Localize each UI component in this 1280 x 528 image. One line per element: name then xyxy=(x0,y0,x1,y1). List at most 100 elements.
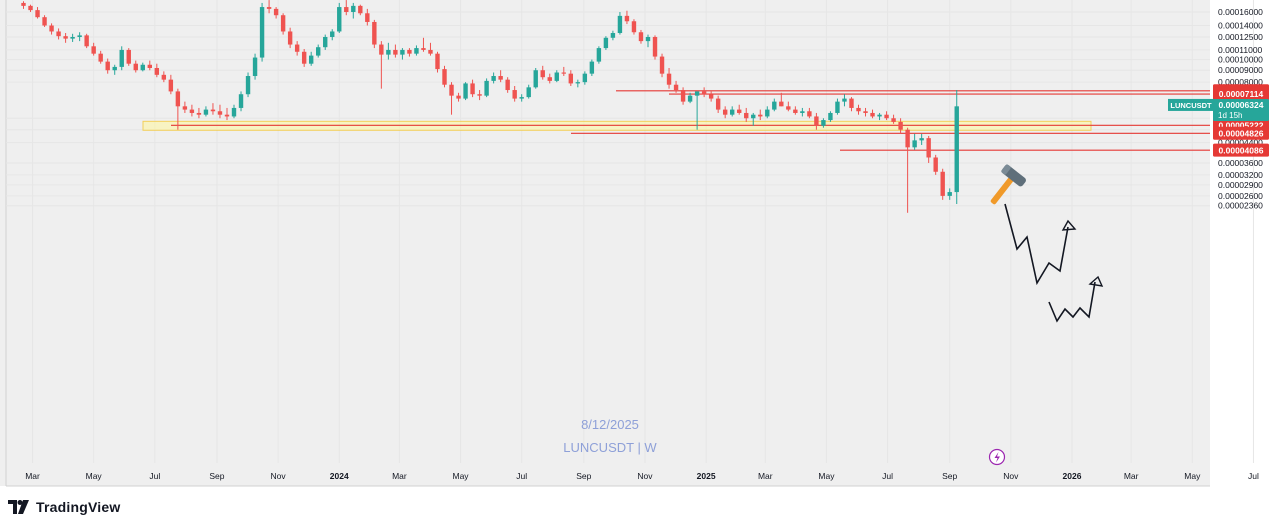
price-tick-label: 0.00009000 xyxy=(1218,65,1263,75)
price-tick-label: 0.00003200 xyxy=(1218,170,1263,180)
time-tick-label: May xyxy=(1184,471,1201,481)
candle-body xyxy=(126,49,131,64)
candle-body xyxy=(652,36,658,57)
candle-body xyxy=(154,68,160,75)
candle xyxy=(926,135,931,163)
candle-body xyxy=(575,82,581,84)
price-tick-label: 0.00016000 xyxy=(1218,7,1263,17)
candle xyxy=(512,86,517,102)
price-axis-background xyxy=(1210,0,1280,486)
candle xyxy=(821,118,826,128)
candle-body xyxy=(259,7,265,58)
tradingview-logo-icon xyxy=(8,500,29,514)
candle-body xyxy=(751,114,756,119)
candle-body xyxy=(323,36,328,48)
candle-body xyxy=(589,61,595,74)
time-tick-label: May xyxy=(453,471,470,481)
candle-body xyxy=(863,111,868,113)
candle xyxy=(42,15,47,27)
candle-body xyxy=(737,109,742,113)
candle xyxy=(273,7,279,19)
candle xyxy=(421,37,426,52)
candle xyxy=(238,91,244,112)
candle xyxy=(940,168,945,200)
candle xyxy=(28,4,33,12)
candle-body xyxy=(645,36,651,42)
time-tick-label: Sep xyxy=(942,471,957,481)
candle-body xyxy=(105,61,110,71)
candle-body xyxy=(540,70,545,78)
candle-body xyxy=(35,10,40,18)
candle xyxy=(659,53,665,78)
candle xyxy=(891,114,896,124)
time-tick-label: Mar xyxy=(758,471,773,481)
candle xyxy=(870,109,875,119)
horizontal-levels[interactable] xyxy=(171,90,1210,151)
candle-body xyxy=(933,157,938,172)
price-tick-label: 0.00010000 xyxy=(1218,55,1263,65)
candle xyxy=(365,8,370,26)
candle-body xyxy=(456,95,461,99)
level-label-box xyxy=(1213,126,1269,140)
candle xyxy=(772,98,777,112)
current-price-box xyxy=(1213,98,1269,121)
candle xyxy=(168,74,174,95)
candle xyxy=(729,106,735,117)
candle-body xyxy=(765,109,770,117)
time-tick-label: Jul xyxy=(516,471,527,481)
candle xyxy=(645,34,651,48)
level-label-text: 0.00004086 xyxy=(1219,145,1264,155)
time-tick-label: Sep xyxy=(576,471,591,481)
footer-brand[interactable]: TradingView xyxy=(8,496,120,518)
plot-background xyxy=(0,0,1210,486)
price-tick-label: 0.00011000 xyxy=(1218,45,1263,55)
candle-body xyxy=(793,109,798,113)
candle-body xyxy=(477,94,482,96)
grid-lines xyxy=(6,0,1254,463)
candle xyxy=(694,91,700,130)
candle xyxy=(70,33,75,42)
candle-body xyxy=(547,77,552,81)
candle-body xyxy=(344,7,349,12)
projection-zigzag-lower[interactable] xyxy=(1048,281,1096,323)
candle xyxy=(414,45,419,56)
candle-body xyxy=(947,192,952,196)
candle xyxy=(330,29,335,41)
time-tick-label: Jul xyxy=(149,471,160,481)
time-tick-label: Nov xyxy=(1003,471,1019,481)
candle-body xyxy=(842,98,847,102)
time-axis[interactable]: Mar May Jul Sep Nov 2024 Mar May Jul Sep Nov 2025 Ma… xyxy=(25,471,1259,481)
current-price-text: 0.00006324 xyxy=(1219,100,1264,110)
candle-body xyxy=(715,98,721,110)
candle-body xyxy=(77,35,82,37)
candle-body xyxy=(758,114,763,117)
candle xyxy=(491,72,496,84)
current-symbol-text: LUNCUSDT xyxy=(1170,101,1212,110)
candle-body xyxy=(337,7,342,32)
time-tick-label: Jul xyxy=(1248,471,1259,481)
chart-svg[interactable]: 8/12/2025 LUNCUSDT | W 0.00016000 0.00014… xyxy=(0,0,1280,496)
candle-body xyxy=(91,46,96,54)
drawn-annotations[interactable] xyxy=(982,164,1104,466)
candle xyxy=(596,46,602,64)
candle-body xyxy=(330,31,335,37)
candle-body xyxy=(856,107,861,112)
candle-body xyxy=(168,79,174,92)
candle xyxy=(898,118,903,134)
candle xyxy=(737,104,742,115)
lightning-icon[interactable] xyxy=(988,448,1006,466)
candle-body xyxy=(701,91,707,95)
candle xyxy=(287,27,293,49)
candle-body xyxy=(926,138,931,158)
candle-body xyxy=(919,138,924,141)
projection-zigzag-upper[interactable] xyxy=(1004,203,1069,286)
price-tick-label: 0.00012500 xyxy=(1218,32,1263,42)
price-tick-label: 0.00004400 xyxy=(1218,138,1263,148)
candle-body xyxy=(610,33,616,38)
candle xyxy=(77,32,82,42)
candle-body xyxy=(28,5,33,11)
candle xyxy=(610,30,616,41)
candle-body xyxy=(294,44,300,52)
candle xyxy=(631,19,637,35)
